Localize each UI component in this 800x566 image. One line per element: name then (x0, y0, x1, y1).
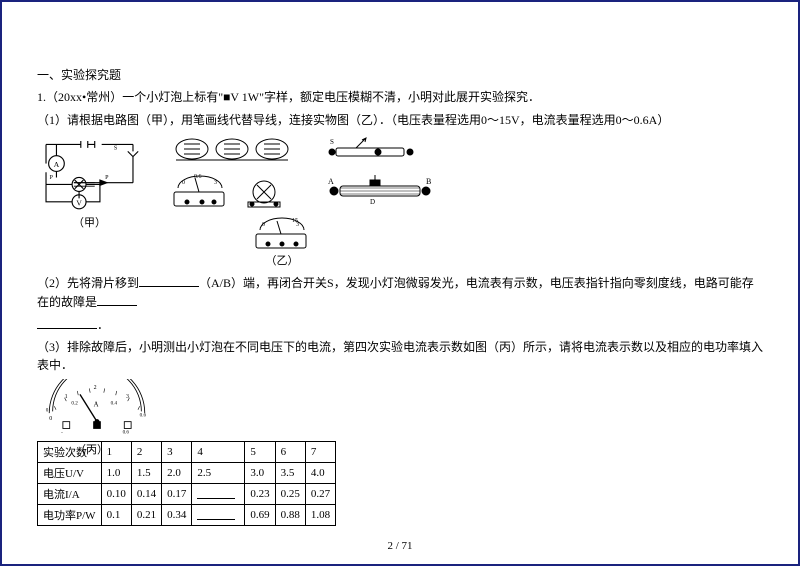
r30: 电功率P/W (38, 505, 102, 526)
r25: 0.23 (245, 484, 275, 505)
r10: 电压U/V (38, 463, 102, 484)
q1-part1: （1）请根据电路图（甲），用笔画线代替导线，连接实物图（乙）．（电压表量程选用0… (37, 112, 763, 129)
r12: 1.5 (131, 463, 161, 484)
sl2: 2 (94, 385, 97, 391)
blank-current (197, 486, 235, 499)
sl04: 0.4 (111, 401, 118, 407)
r23: 0.17 (162, 484, 192, 505)
data-table: 实验次数1234567 电压U/V1.01.52.02.53.03.54.0 电… (37, 441, 336, 526)
th6: 6 (275, 442, 305, 463)
r31: 0.1 (101, 505, 131, 526)
sl0: 0 (49, 416, 52, 422)
r11: 1.0 (101, 463, 131, 484)
blank-fault-cont (97, 293, 137, 306)
th7: 7 (305, 442, 335, 463)
circuit-jia: A V P P S (37, 134, 142, 230)
th2: 2 (131, 442, 161, 463)
components-yi: 030.6 0315（乙） S ABD (172, 134, 436, 268)
svg-text:V: V (76, 198, 82, 207)
ammeter-bing: 0 1 2 3 A 0 0.2 0.4 0.6 0.6 - （丙） (37, 379, 157, 437)
svg-text:0.6: 0.6 (194, 174, 202, 180)
r35: 0.69 (245, 505, 275, 526)
th3: 3 (162, 442, 192, 463)
r13: 2.0 (162, 463, 192, 484)
svg-text:3: 3 (214, 180, 217, 186)
r21: 0.10 (101, 484, 131, 505)
blank-power (197, 507, 235, 520)
r26: 0.25 (275, 484, 305, 505)
figure-row-1: A V P P S (37, 134, 763, 268)
r27: 0.27 (305, 484, 335, 505)
svg-text:S: S (114, 146, 117, 152)
r17: 4.0 (305, 463, 335, 484)
svg-text:P: P (50, 175, 54, 181)
sl02: 0.2 (71, 401, 78, 407)
th5: 5 (245, 442, 275, 463)
q1-part2: （2）先将滑片移到（A/B）端，再闭合开关S，发现小灯泡微弱发光，电流表有示数，… (37, 274, 763, 311)
section-heading: 一、实验探究题 (37, 67, 763, 84)
sl3: 3 (126, 394, 129, 400)
r33: 0.34 (162, 505, 192, 526)
th4: 4 (192, 442, 245, 463)
caption-jia: （甲） (37, 214, 142, 230)
page-container: 一、实验探究题 1.（20xx•常州）一个小灯泡上标有"■V 1W"字样，额定电… (0, 0, 800, 566)
q1-intro: 1.（20xx•常州）一个小灯泡上标有"■V 1W"字样，额定电压模糊不清，小明… (37, 89, 763, 106)
r37: 1.08 (305, 505, 335, 526)
r32: 0.21 (131, 505, 161, 526)
sl06b: 0.6 (123, 430, 130, 436)
t2c: ． (97, 318, 109, 332)
r36: 0.88 (275, 505, 305, 526)
svg-text:A: A (54, 160, 60, 169)
sl0b: 0 (46, 408, 49, 414)
slA: A (94, 401, 99, 408)
svg-text:A: A (328, 177, 334, 186)
content: 一、实验探究题 1.（20xx•常州）一个小灯泡上标有"■V 1W"字样，额定电… (2, 2, 798, 526)
r22: 0.14 (131, 484, 161, 505)
r16: 3.5 (275, 463, 305, 484)
svg-text:D: D (370, 198, 375, 206)
r14: 2.5 (192, 463, 245, 484)
sl06: 0.6 (140, 413, 147, 419)
svg-text:0: 0 (262, 222, 265, 228)
r15: 3.0 (245, 463, 275, 484)
q1-part2-tail: ． (37, 316, 763, 334)
blank-fault (37, 316, 97, 329)
blank-ab (139, 274, 199, 287)
t2a: （2）先将滑片移到 (37, 276, 139, 290)
svg-text:15: 15 (292, 218, 298, 224)
svg-text:P: P (105, 175, 109, 181)
svg-text:0: 0 (182, 180, 185, 186)
sl1: 1 (65, 394, 68, 400)
q1-part3: （3）排除故障后，小明测出小灯泡在不同电压下的电流，第四次实验电流表示数如图（丙… (37, 339, 763, 374)
r20: 电流I/A (38, 484, 102, 505)
svg-text:S: S (330, 138, 334, 146)
svg-text:B: B (426, 177, 431, 186)
svg-text:-: - (61, 430, 63, 436)
caption-yi: （乙） (252, 252, 312, 268)
page-number: 2 / 71 (2, 540, 798, 552)
